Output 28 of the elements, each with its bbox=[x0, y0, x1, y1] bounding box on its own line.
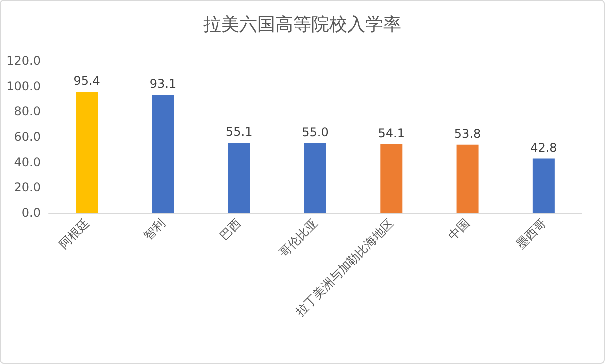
y-tick-label: 100.0 bbox=[6, 79, 41, 94]
chart-title: 拉美六国高等院校入学率 bbox=[204, 14, 402, 36]
data-label: 42.8 bbox=[530, 140, 558, 155]
bar bbox=[228, 143, 250, 213]
x-tick-label: 墨西哥 bbox=[514, 216, 549, 252]
x-tick-label: 中国 bbox=[446, 216, 473, 243]
x-tick-label: 巴西 bbox=[217, 216, 244, 243]
bar bbox=[76, 92, 98, 213]
data-label: 95.4 bbox=[74, 74, 100, 88]
y-tick-label: 20.0 bbox=[14, 180, 41, 195]
x-tick-label: 智利 bbox=[141, 216, 168, 243]
data-label: 53.8 bbox=[454, 126, 482, 141]
bar bbox=[532, 158, 555, 213]
bar bbox=[304, 143, 326, 213]
x-tick-label: 阿根廷 bbox=[56, 216, 92, 252]
bar bbox=[152, 95, 174, 213]
y-tick-label: 60.0 bbox=[14, 130, 41, 144]
y-tick-label: 0.0 bbox=[22, 206, 41, 220]
data-label: 55.1 bbox=[226, 125, 253, 140]
data-label: 54.1 bbox=[378, 126, 405, 140]
bar bbox=[456, 144, 479, 213]
y-tick-label: 120.0 bbox=[6, 54, 41, 68]
data-label: 55.0 bbox=[302, 125, 329, 140]
y-tick-label: 40.0 bbox=[14, 155, 41, 170]
bar bbox=[380, 144, 403, 213]
y-tick-label: 80.0 bbox=[14, 104, 41, 119]
x-tick-label: 哥伦比亚 bbox=[276, 216, 320, 260]
data-label: 93.1 bbox=[150, 77, 177, 92]
